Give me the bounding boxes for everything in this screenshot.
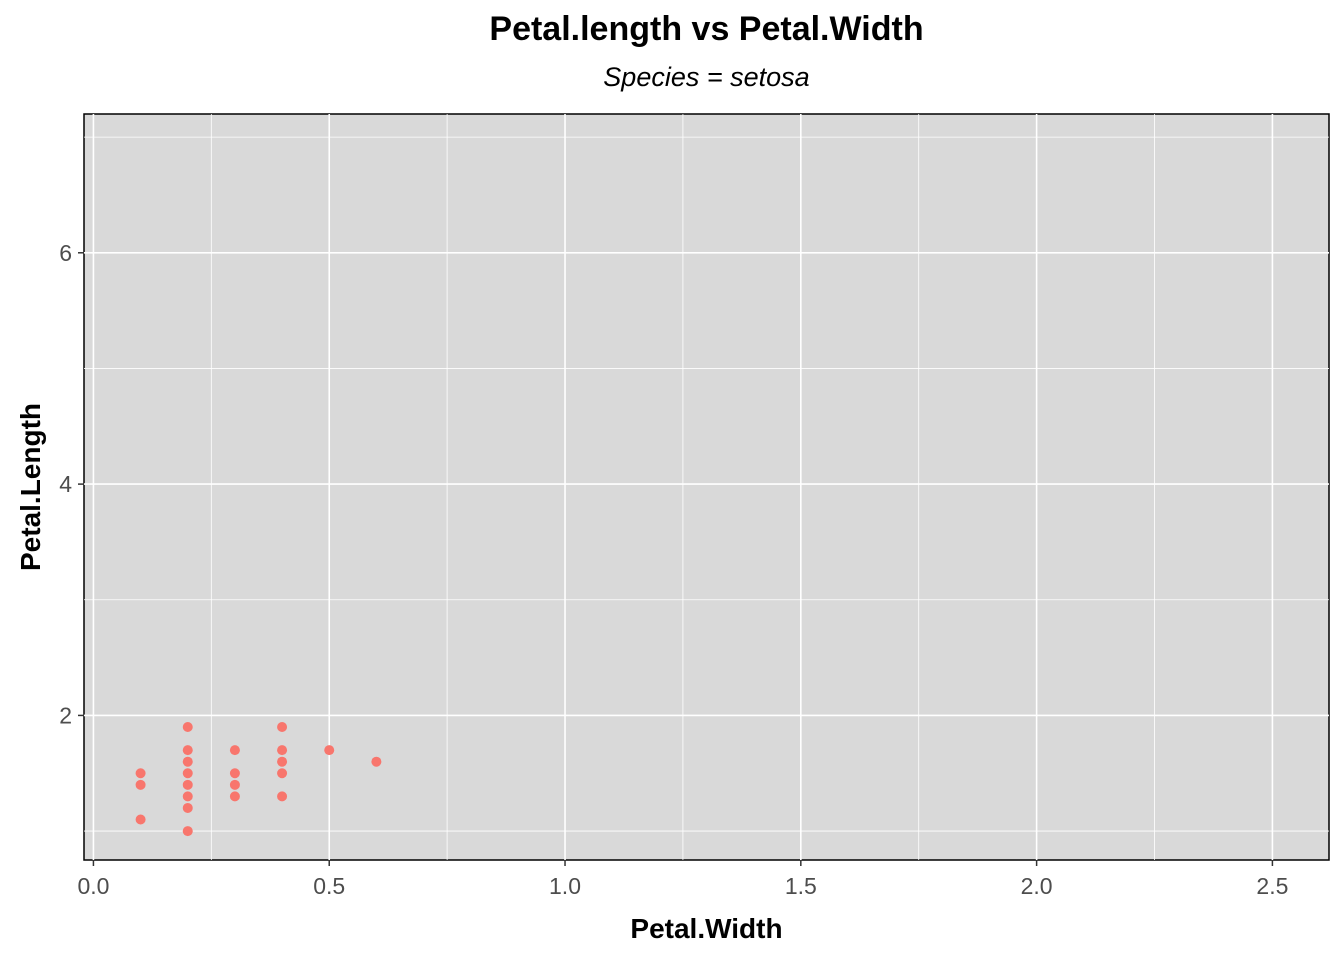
x-tick-label: 0.5: [313, 873, 345, 899]
x-axis-title: Petal.Width: [630, 913, 782, 944]
data-point: [135, 814, 146, 825]
data-point: [324, 745, 335, 756]
chart-title: Petal.length vs Petal.Width: [489, 10, 924, 48]
data-point: [229, 745, 240, 756]
data-point: [182, 721, 193, 732]
y-tick-label: 4: [59, 471, 72, 497]
data-point: [277, 756, 288, 767]
data-point: [277, 791, 288, 802]
data-point: [182, 802, 193, 813]
y-tick-label: 6: [59, 240, 72, 266]
x-tick-label: 1.5: [785, 873, 817, 899]
x-tick-label: 2.5: [1256, 873, 1288, 899]
data-point: [229, 779, 240, 790]
data-point: [182, 745, 193, 756]
x-tick-label: 1.0: [549, 873, 581, 899]
data-point: [182, 826, 193, 837]
data-point: [182, 791, 193, 802]
data-point: [277, 768, 288, 779]
x-tick-label: 0.0: [77, 873, 109, 899]
data-point: [182, 779, 193, 790]
x-tick-label: 2.0: [1021, 873, 1053, 899]
data-point: [371, 756, 382, 767]
data-points: [135, 721, 382, 837]
data-point: [135, 768, 146, 779]
y-axis-title: Petal.Length: [15, 403, 46, 571]
grid-lines: [84, 114, 1329, 860]
data-point: [182, 768, 193, 779]
x-axis-ticks: 0.0 0.5 1.0 1.5 2.0 2.5: [77, 860, 1288, 899]
plot-panel: [83, 113, 1330, 861]
chart-subtitle: Species = setosa: [603, 62, 810, 92]
data-point: [229, 768, 240, 779]
y-axis-ticks: 2 4 6: [59, 240, 84, 728]
data-point: [229, 791, 240, 802]
data-point: [182, 756, 193, 767]
y-tick-label: 2: [59, 702, 72, 728]
data-point: [277, 745, 288, 756]
data-point: [277, 721, 288, 732]
data-point: [135, 779, 146, 790]
